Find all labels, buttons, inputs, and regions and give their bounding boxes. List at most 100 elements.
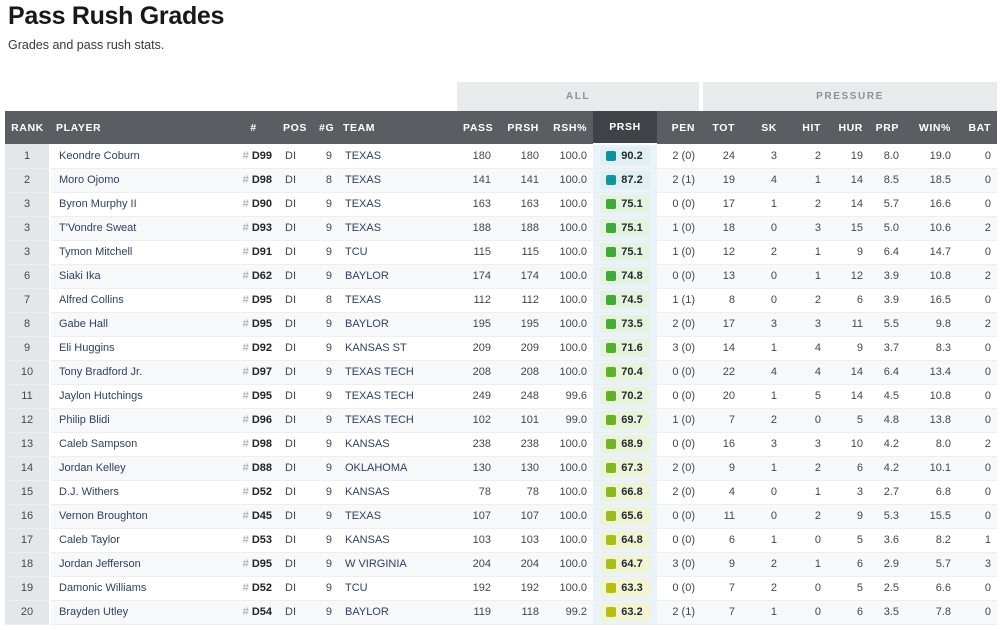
column-header-hit[interactable]: HIT — [783, 111, 827, 144]
sk-cell: 1 — [741, 456, 783, 481]
jersey-hash: # — [242, 222, 249, 234]
column-header-rsh-pct[interactable]: RSH% — [545, 111, 593, 144]
pass-rush-snaps-cell: 195 — [497, 312, 545, 337]
win-pct-cell: 15.5 — [905, 504, 957, 529]
prp-cell: 2.9 — [869, 552, 905, 577]
tot-cell: 7 — [701, 408, 741, 433]
pass-snaps-cell: 174 — [457, 264, 497, 289]
column-header-bat[interactable]: BAT — [957, 111, 998, 144]
hur-cell: 14 — [827, 192, 869, 217]
rank-cell: 6 — [5, 264, 51, 289]
player-link[interactable]: Jordan Kelley — [59, 462, 126, 474]
column-header-prp[interactable]: PRP — [869, 111, 905, 144]
pass-snaps-cell: 180 — [457, 144, 497, 169]
tot-cell: 14 — [701, 336, 741, 361]
pen-cell: 1 (0) — [657, 240, 701, 265]
grade-value: 74.8 — [621, 270, 643, 282]
column-header-jersey[interactable]: # — [230, 111, 277, 144]
sk-cell: 4 — [741, 360, 783, 385]
jersey-hash: # — [242, 558, 249, 570]
column-header-hur[interactable]: HUR — [827, 111, 869, 144]
player-link[interactable]: Gabe Hall — [59, 318, 108, 330]
player-link[interactable]: Moro Ojomo — [59, 174, 120, 186]
win-pct-cell: 10.1 — [905, 456, 957, 481]
pass-rush-snaps-cell: 238 — [497, 432, 545, 457]
player-link[interactable]: Byron Murphy II — [59, 198, 137, 210]
team-cell: TEXAS — [337, 216, 457, 241]
column-header-pen[interactable]: PEN — [657, 111, 701, 144]
jersey-number: D98 — [251, 438, 272, 450]
jersey-cell: # D95 — [230, 312, 277, 337]
pass-snaps-cell: 209 — [457, 336, 497, 361]
player-link[interactable]: Keondre Coburn — [59, 149, 140, 162]
pass-snaps-cell: 192 — [457, 576, 497, 601]
column-header-tot[interactable]: TOT — [701, 111, 741, 144]
sk-cell: 0 — [741, 480, 783, 505]
column-header-team[interactable]: TEAM — [337, 111, 457, 144]
win-pct-cell: 13.8 — [905, 408, 957, 433]
player-link[interactable]: Caleb Taylor — [59, 534, 120, 546]
player-link[interactable]: Tymon Mitchell — [59, 246, 133, 258]
column-header-games[interactable]: #G — [313, 111, 337, 144]
column-header-player[interactable]: PLAYER — [50, 111, 230, 144]
player-link[interactable]: Damonic Williams — [59, 582, 147, 594]
grade-cell: 66.8 — [593, 480, 657, 505]
player-link[interactable]: Vernon Broughton — [59, 510, 148, 522]
grade-cell: 73.5 — [593, 312, 657, 337]
table-row: 9 Eli Huggins # D92 DI 9 KANSAS ST 209 2… — [5, 336, 998, 361]
jersey-number: D95 — [251, 294, 272, 306]
player-link[interactable]: D.J. Withers — [59, 486, 119, 498]
grade-pill: 65.6 — [600, 507, 650, 525]
grade-cell: 75.1 — [593, 240, 657, 265]
pass-rush-snaps-cell: 192 — [497, 576, 545, 601]
sk-cell: 2 — [741, 240, 783, 265]
column-header-prsh-grade-sorted[interactable]: PRSH — [593, 111, 657, 145]
jersey-hash: # — [242, 462, 249, 474]
column-header-win-pct[interactable]: WIN% — [905, 111, 957, 144]
rush-pct-cell: 100.0 — [545, 336, 593, 361]
player-link[interactable]: Siaki Ika — [59, 270, 101, 282]
player-cell: Jordan Kelley — [50, 456, 230, 481]
pen-cell: 1 (0) — [657, 408, 701, 433]
hur-cell: 6 — [827, 552, 869, 577]
column-header-prsh[interactable]: PRSH — [497, 111, 545, 144]
player-link[interactable]: Jaylon Hutchings — [59, 390, 143, 402]
player-link[interactable]: Jordan Jefferson — [59, 558, 141, 570]
pen-cell: 0 (0) — [657, 264, 701, 289]
sk-cell: 1 — [741, 600, 783, 625]
position-cell: DI — [277, 240, 313, 265]
grade-value: 70.2 — [621, 390, 643, 402]
bat-cell: 2 — [957, 432, 998, 457]
player-link[interactable]: Tony Bradford Jr. — [59, 366, 143, 378]
grade-swatch-icon — [606, 175, 617, 185]
player-link[interactable]: Alfred Collins — [59, 294, 124, 306]
pen-cell: 1 (0) — [657, 216, 701, 241]
grade-pill: 70.2 — [600, 387, 650, 405]
column-header-pass[interactable]: PASS — [457, 111, 497, 144]
player-link[interactable]: Eli Huggins — [59, 342, 115, 354]
player-link[interactable]: Philip Blidi — [59, 414, 110, 426]
hur-cell: 15 — [827, 216, 869, 241]
pass-snaps-cell: 249 — [457, 384, 497, 409]
team-cell: BAYLOR — [337, 312, 457, 337]
rank-cell: 2 — [5, 168, 51, 193]
table-row: 12 Philip Blidi # D96 DI 9 TEXAS TECH 10… — [5, 408, 998, 433]
jersey-hash: # — [242, 294, 249, 306]
win-pct-cell: 16.6 — [905, 192, 957, 217]
column-header-rank[interactable]: RANK — [5, 111, 50, 144]
pass-snaps-cell: 195 — [457, 312, 497, 337]
player-link[interactable]: T'Vondre Sweat — [59, 222, 137, 234]
prp-cell: 2.5 — [869, 576, 905, 601]
column-header-pos[interactable]: POS — [277, 111, 313, 144]
grade-cell: 63.3 — [593, 576, 657, 601]
column-header-sk[interactable]: SK — [741, 111, 783, 144]
sk-cell: 3 — [741, 312, 783, 337]
hit-cell: 3 — [783, 432, 827, 457]
jersey-number: D93 — [251, 222, 272, 234]
player-link[interactable]: Brayden Utley — [59, 606, 129, 618]
player-cell: Keondre Coburn — [50, 144, 230, 169]
jersey-cell: # D54 — [230, 600, 277, 625]
games-cell: 9 — [313, 312, 337, 337]
player-link[interactable]: Caleb Sampson — [59, 438, 138, 450]
games-cell: 9 — [313, 264, 337, 289]
